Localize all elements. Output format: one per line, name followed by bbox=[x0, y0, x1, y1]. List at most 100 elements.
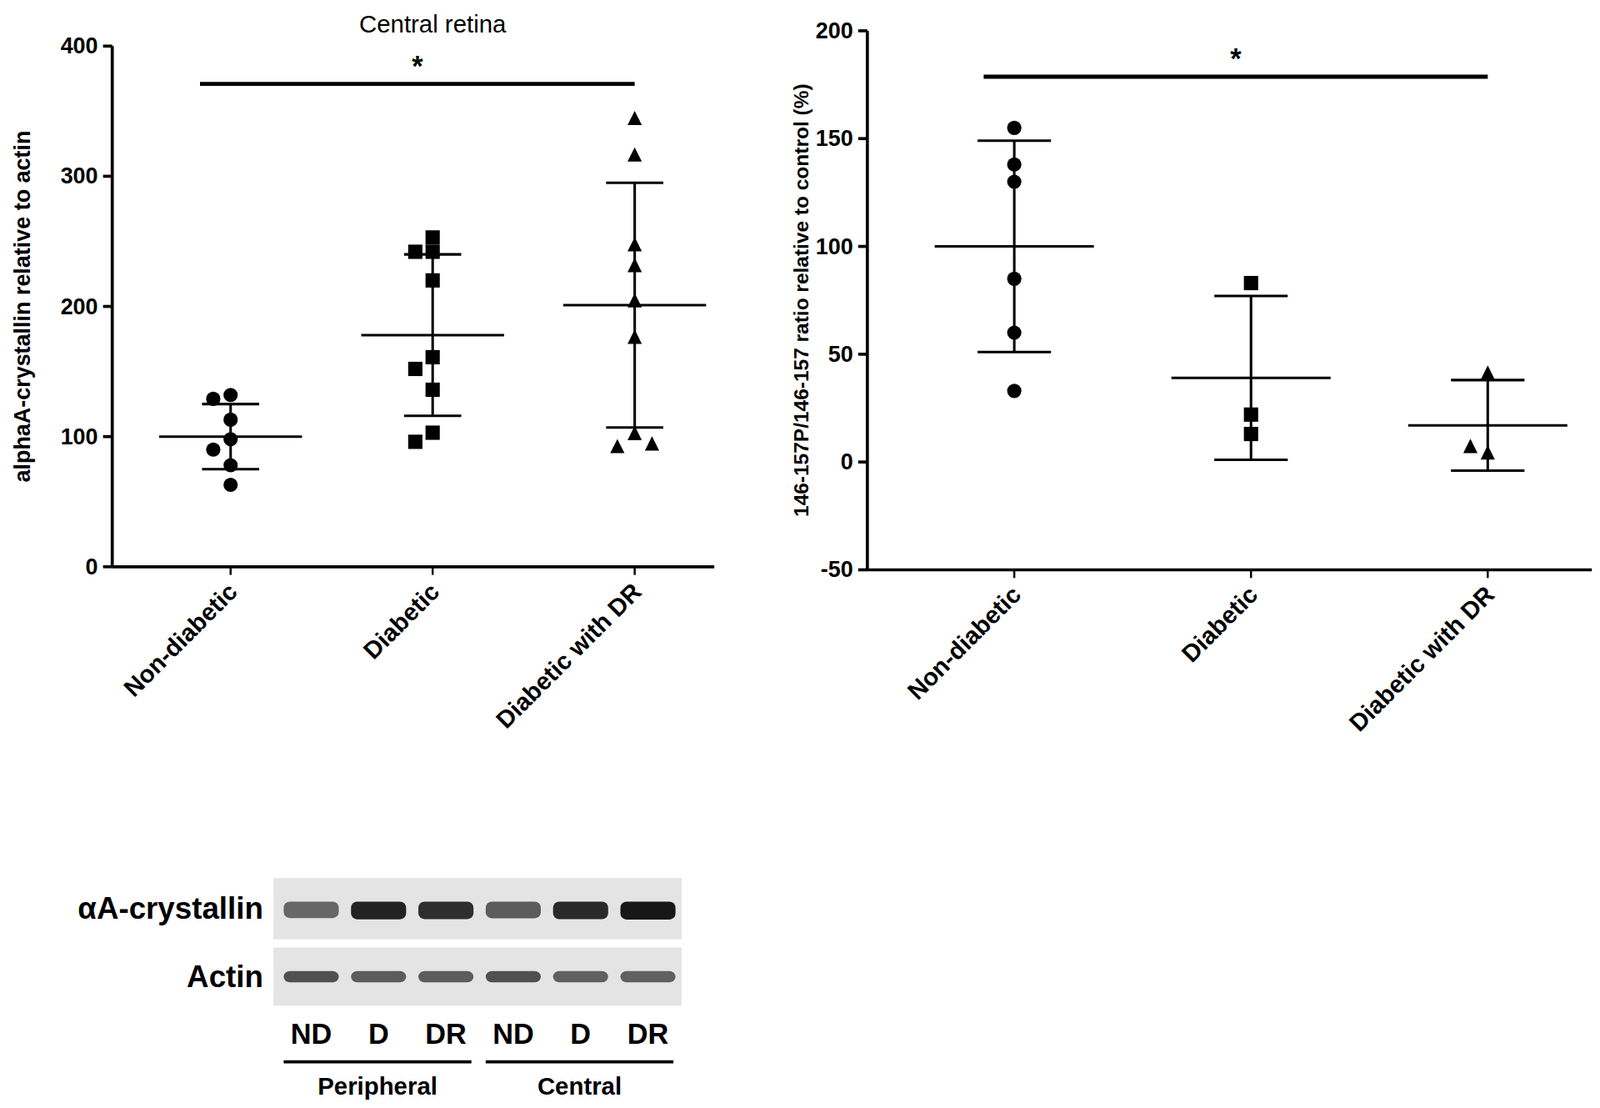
title: Central retina bbox=[359, 10, 507, 38]
y-tick bbox=[103, 175, 113, 179]
error-bar bbox=[1450, 380, 1525, 471]
lane-label: ND bbox=[492, 1017, 535, 1050]
x-tick bbox=[633, 566, 635, 575]
data-point bbox=[205, 442, 220, 457]
error-bar-cap bbox=[201, 402, 260, 405]
y-tick bbox=[858, 136, 868, 140]
data-point bbox=[1480, 365, 1495, 380]
plot-area bbox=[935, 120, 1568, 471]
y-tick bbox=[858, 29, 868, 33]
error-bar-stem bbox=[633, 182, 636, 428]
y-tick bbox=[858, 245, 868, 249]
category-label: Diabetic bbox=[357, 577, 445, 665]
y-axis-label: alphaA-crystallin relative to actin bbox=[10, 130, 35, 483]
error-bar-cap bbox=[404, 253, 462, 256]
data-point bbox=[223, 477, 238, 492]
category-label: Non-diabetic bbox=[901, 580, 1026, 705]
significance-label: * bbox=[1230, 42, 1242, 75]
plot-area bbox=[159, 110, 706, 492]
category-label: Diabetic bbox=[1175, 580, 1263, 667]
figure: Central retina alphaA-crystallin relative… bbox=[0, 0, 1600, 1108]
error-bar bbox=[201, 404, 260, 470]
y-axis-label: 146-157P/146-157 ratio relative to contr… bbox=[790, 83, 813, 517]
lane-group-label: Central bbox=[537, 1071, 622, 1100]
error-bar-cap bbox=[605, 181, 664, 185]
x-tick bbox=[1250, 569, 1252, 578]
lane-label: D bbox=[570, 1017, 591, 1050]
error-bar-cap bbox=[404, 414, 462, 417]
data-point bbox=[627, 110, 642, 125]
lane-group-line bbox=[283, 1060, 471, 1064]
data-point bbox=[1244, 275, 1259, 290]
error-bar-stem bbox=[431, 254, 435, 416]
blot-band bbox=[283, 970, 339, 982]
error-bar bbox=[1214, 295, 1288, 460]
blot-membrane bbox=[273, 947, 682, 1006]
error-bar-cap bbox=[1214, 295, 1288, 298]
x-axis bbox=[112, 565, 715, 569]
significance-line bbox=[983, 75, 1488, 80]
y-tick-label: 50 bbox=[828, 341, 854, 367]
y-tick-label: 0 bbox=[85, 554, 99, 580]
lane-group-label: Peripheral bbox=[317, 1071, 438, 1100]
data-point bbox=[645, 435, 660, 450]
data-point bbox=[627, 147, 642, 162]
x-tick bbox=[431, 566, 434, 575]
data-point bbox=[425, 230, 440, 245]
y-axis bbox=[865, 30, 870, 570]
y-tick bbox=[858, 568, 868, 572]
error-bar bbox=[605, 182, 664, 428]
error-bar-stem bbox=[1013, 140, 1016, 352]
y-tick-label: 150 bbox=[815, 125, 854, 151]
error-bar bbox=[404, 254, 462, 416]
error-bar-cap bbox=[1214, 458, 1288, 461]
blot-band bbox=[553, 900, 609, 919]
blot-row-label: αA-crystallin bbox=[77, 891, 264, 926]
blot-band bbox=[350, 970, 406, 982]
y-tick-label: 100 bbox=[815, 234, 854, 260]
lane-label: D bbox=[368, 1017, 390, 1050]
lane-group-line bbox=[485, 1060, 674, 1064]
x-tick bbox=[1486, 569, 1489, 578]
error-bar-stem bbox=[1250, 295, 1253, 460]
error-bar-cap bbox=[605, 425, 664, 429]
data-point bbox=[610, 438, 625, 453]
error-bar-cap bbox=[977, 350, 1051, 354]
significance-line bbox=[200, 81, 635, 86]
y-tick-label: 200 bbox=[815, 18, 854, 44]
data-point bbox=[408, 361, 423, 376]
error-bar-stem bbox=[229, 404, 232, 470]
y-tick bbox=[858, 352, 868, 356]
blot-band bbox=[485, 900, 541, 918]
error-bar-cap bbox=[977, 139, 1051, 142]
y-tick bbox=[103, 435, 113, 439]
blot-band bbox=[418, 970, 474, 982]
y-tick-label: 300 bbox=[60, 163, 99, 189]
y-tick bbox=[858, 460, 868, 464]
category-label: Non-diabetic bbox=[118, 577, 243, 702]
significance-label: * bbox=[411, 50, 424, 82]
blot-band bbox=[553, 970, 609, 982]
category-label: Diabetic with DR bbox=[1343, 580, 1500, 736]
y-tick bbox=[103, 305, 113, 309]
blot-band bbox=[350, 900, 406, 919]
y-tick-label: 100 bbox=[60, 424, 99, 450]
category-label: Diabetic with DR bbox=[490, 577, 646, 734]
blot-membrane bbox=[273, 877, 682, 939]
blot-row-label: Actin bbox=[186, 959, 264, 994]
y-tick-label: -50 bbox=[820, 556, 854, 582]
x-tick bbox=[230, 566, 232, 575]
data-point bbox=[1463, 438, 1478, 453]
error-bar bbox=[977, 140, 1051, 352]
chart: Central retina alphaA-crystallin relative… bbox=[10, 10, 715, 733]
blot-band bbox=[620, 970, 675, 982]
chart: 146-157P/146-157 ratio relative to contr… bbox=[790, 18, 1592, 736]
y-tick-label: 400 bbox=[60, 33, 99, 59]
y-tick-label: 200 bbox=[60, 294, 99, 320]
error-bar-cap bbox=[201, 467, 260, 470]
y-tick bbox=[103, 565, 113, 569]
error-bar-cap bbox=[1450, 378, 1525, 381]
blot-band bbox=[283, 900, 339, 918]
lane-label: DR bbox=[425, 1017, 467, 1050]
blot-band bbox=[620, 900, 675, 920]
